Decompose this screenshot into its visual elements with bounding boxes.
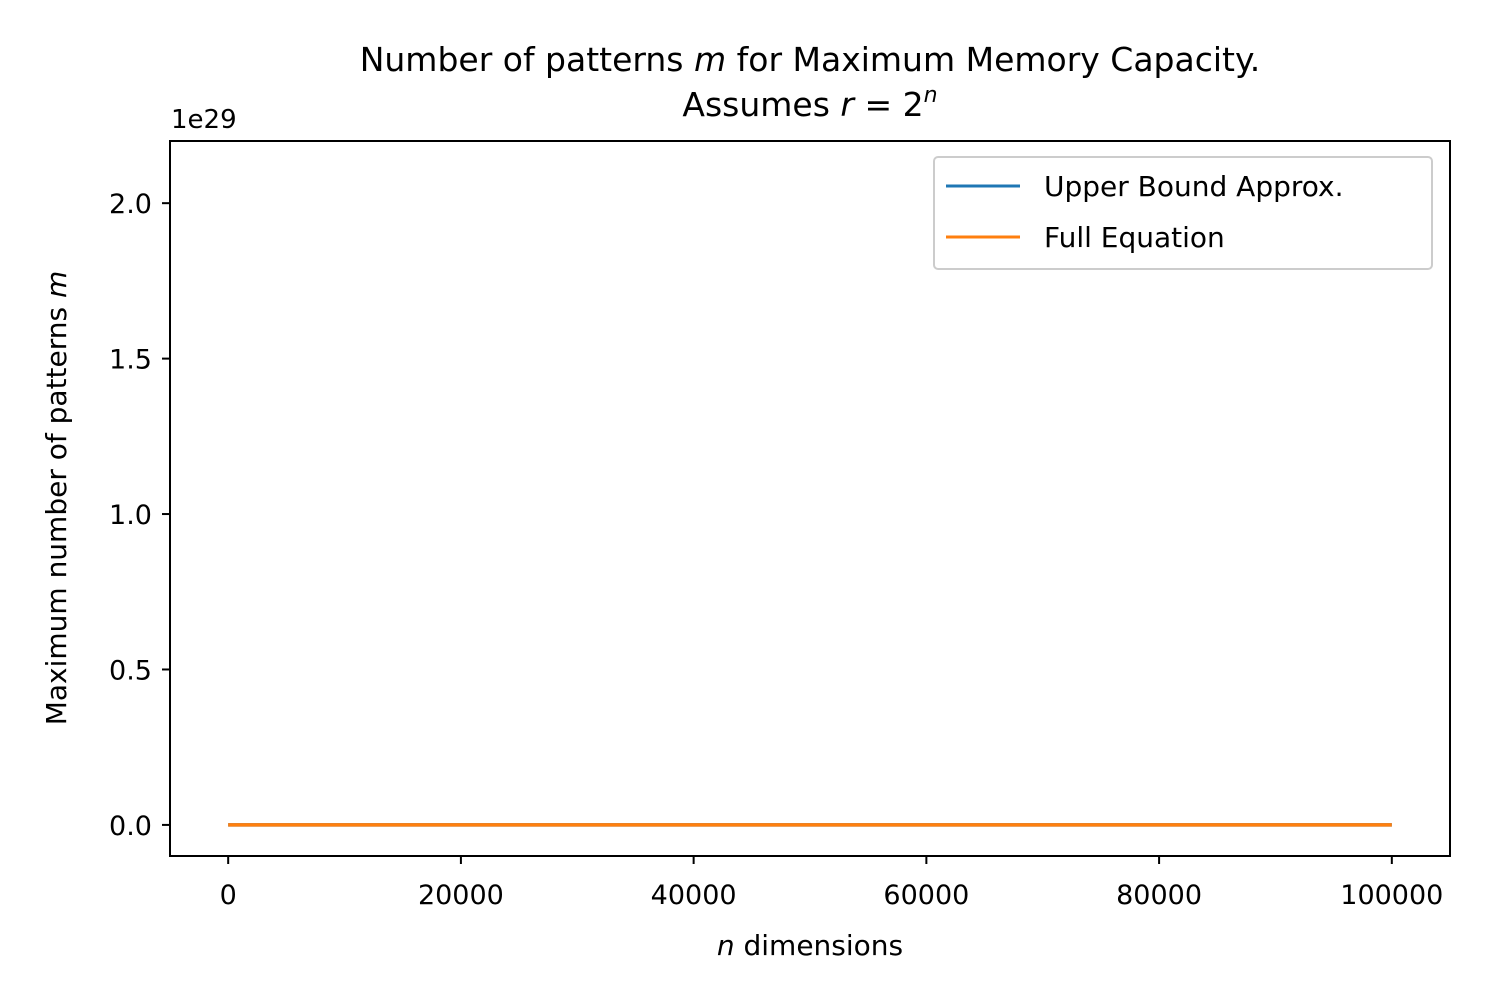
y-axis-ticks: 0.0 0.5 1.0 1.5 2.0 — [109, 189, 170, 842]
x-tick-label: 20000 — [418, 880, 504, 911]
y-tick-label: 1.0 — [109, 500, 152, 531]
y-axis-offset-label: 1e29 — [171, 105, 237, 135]
chart-title-line2: Assumes r = 2n — [682, 83, 937, 124]
legend: Upper Bound Approx. Full Equation — [933, 156, 1433, 270]
x-tick-label: 60000 — [883, 880, 969, 911]
legend-label-full-equation: Full Equation — [1044, 221, 1225, 254]
y-tick-label: 2.0 — [109, 189, 152, 220]
legend-label-upper-bound: Upper Bound Approx. — [1044, 170, 1344, 203]
y-axis-label: Maximum number of patterns m — [40, 271, 73, 726]
y-tick-label: 0.5 — [109, 655, 152, 686]
x-tick-label: 80000 — [1116, 880, 1202, 911]
x-tick-label: 100000 — [1340, 880, 1443, 911]
x-axis-label: n dimensions — [717, 929, 903, 962]
chart-title-line1: Number of patterns m for Maximum Memory … — [360, 40, 1261, 79]
legend-box — [933, 156, 1433, 270]
y-tick-label: 0.0 — [109, 811, 152, 842]
x-axis-ticks: 0 20000 40000 60000 80000 100000 — [220, 856, 1443, 911]
x-tick-label: 40000 — [651, 880, 737, 911]
plot-area — [169, 140, 1451, 857]
x-tick-label: 0 — [220, 880, 237, 911]
y-tick-label: 1.5 — [109, 345, 152, 376]
